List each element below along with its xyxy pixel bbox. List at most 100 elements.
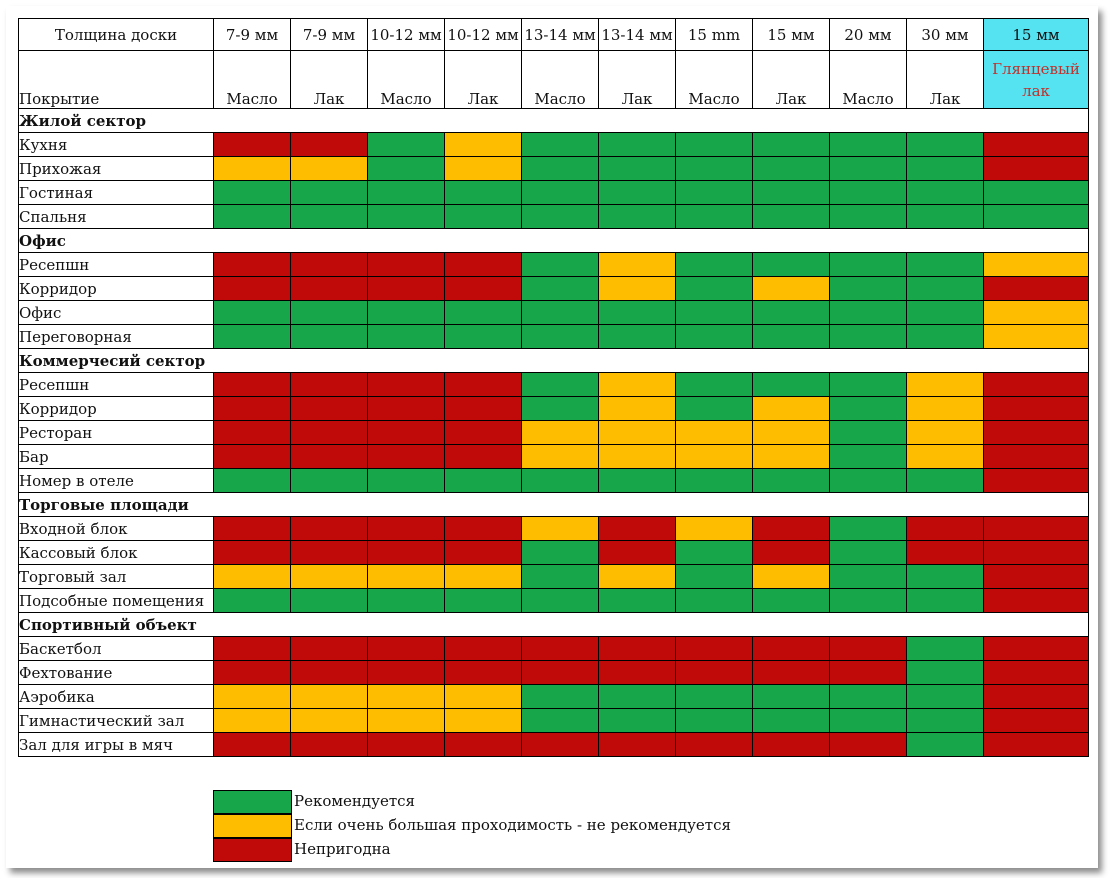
rating-cell — [598, 564, 676, 589]
rating-cell — [598, 324, 676, 349]
rating-cell — [906, 324, 984, 349]
rating-cell — [213, 204, 291, 229]
rating-cell — [367, 324, 445, 349]
column-coating: Глянцевый лак — [983, 50, 1089, 109]
rating-cell — [983, 252, 1089, 277]
legend-swatch — [213, 838, 292, 862]
rating-cell — [521, 444, 599, 469]
rating-cell — [598, 684, 676, 709]
rating-cell — [213, 636, 291, 661]
table-row: Входной блок — [18, 516, 1089, 541]
rating-cell — [290, 396, 368, 421]
rating-cell — [906, 300, 984, 325]
rating-cell — [675, 660, 753, 685]
room-name: Торговый зал — [18, 564, 214, 589]
room-name: Гимнастический зал — [18, 708, 214, 733]
rating-cell — [521, 132, 599, 157]
rating-cell — [906, 516, 984, 541]
rating-cell — [829, 684, 907, 709]
rating-cell — [213, 324, 291, 349]
column-thickness: 10-12 мм — [367, 18, 445, 51]
room-name: Кассовый блок — [18, 540, 214, 565]
rating-cell — [444, 156, 522, 181]
column-coating: Лак — [752, 50, 830, 109]
rating-cell — [675, 636, 753, 661]
rating-cell — [367, 156, 445, 181]
rating-cell — [829, 636, 907, 661]
rating-cell — [367, 564, 445, 589]
rating-cell — [829, 516, 907, 541]
table-row: Корридор — [18, 276, 1089, 301]
table-row: Переговорная — [18, 324, 1089, 349]
table-row: Аэробика — [18, 684, 1089, 709]
rating-cell — [367, 540, 445, 565]
rating-cell — [906, 276, 984, 301]
rating-cell — [752, 732, 830, 757]
rating-cell — [829, 588, 907, 613]
rating-cell — [829, 660, 907, 685]
rating-cell — [521, 540, 599, 565]
rating-cell — [598, 708, 676, 733]
table-row: Фехтование — [18, 660, 1089, 685]
rating-cell — [829, 324, 907, 349]
rating-cell — [675, 372, 753, 397]
rating-cell — [444, 684, 522, 709]
rating-cell — [983, 588, 1089, 613]
rating-cell — [675, 708, 753, 733]
table-row: Корридор — [18, 396, 1089, 421]
rating-cell — [983, 300, 1089, 325]
column-thickness: 15 мм — [752, 18, 830, 51]
rating-cell — [213, 420, 291, 445]
rating-cell — [290, 372, 368, 397]
rating-cell — [213, 276, 291, 301]
rating-cell — [829, 276, 907, 301]
rating-cell — [367, 660, 445, 685]
rating-cell — [598, 660, 676, 685]
rating-cell — [598, 444, 676, 469]
rating-cell — [598, 396, 676, 421]
rating-cell — [906, 180, 984, 205]
rating-cell — [752, 588, 830, 613]
table-row: Прихожая — [18, 156, 1089, 181]
rating-cell — [829, 732, 907, 757]
rating-cell — [983, 732, 1089, 757]
rating-cell — [444, 444, 522, 469]
table-row: Офис — [18, 300, 1089, 325]
rating-cell — [444, 588, 522, 613]
rating-cell — [521, 516, 599, 541]
room-name: Кухня — [18, 132, 214, 157]
rating-cell — [983, 636, 1089, 661]
rating-cell — [290, 468, 368, 493]
table-row: Торговый зал — [18, 564, 1089, 589]
rating-cell — [675, 540, 753, 565]
rating-cell — [675, 204, 753, 229]
rating-cell — [213, 180, 291, 205]
rating-cell — [521, 660, 599, 685]
rating-cell — [367, 420, 445, 445]
rating-cell — [752, 156, 830, 181]
rating-cell — [290, 636, 368, 661]
rating-cell — [983, 684, 1089, 709]
column-thickness: 15 mm — [675, 18, 753, 51]
rating-cell — [752, 660, 830, 685]
rating-cell — [829, 564, 907, 589]
rating-cell — [290, 444, 368, 469]
rating-cell — [675, 516, 753, 541]
legend-label: Если очень большая проходимость - не рек… — [294, 816, 731, 834]
rating-cell — [983, 396, 1089, 421]
rating-cell — [675, 468, 753, 493]
column-thickness: 20 мм — [829, 18, 907, 51]
rating-cell — [367, 372, 445, 397]
rating-cell — [598, 516, 676, 541]
rating-cell — [444, 420, 522, 445]
rating-cell — [829, 252, 907, 277]
rating-cell — [290, 420, 368, 445]
rating-cell — [367, 708, 445, 733]
rating-cell — [290, 588, 368, 613]
column-thickness: 7-9 мм — [290, 18, 368, 51]
rating-cell — [598, 588, 676, 613]
section-title: Жилой сектор — [18, 108, 1089, 133]
rating-cell — [521, 396, 599, 421]
rating-cell — [829, 156, 907, 181]
table-row: Номер в отеле — [18, 468, 1089, 493]
